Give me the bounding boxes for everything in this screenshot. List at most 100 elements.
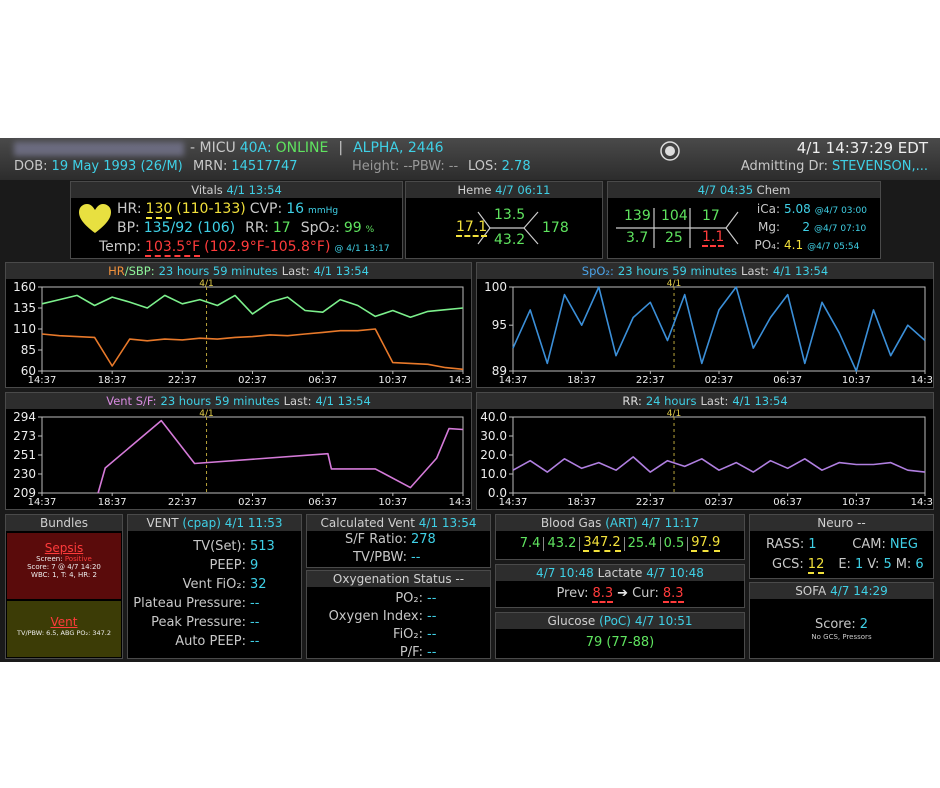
label: TV/PBW: bbox=[353, 550, 407, 565]
time: 4/1 11:53 bbox=[224, 516, 283, 530]
time: 4/1 13:54 bbox=[418, 516, 477, 530]
x-tick-label: 14:37 bbox=[911, 375, 933, 386]
pbw-row: PBW: -- bbox=[412, 159, 458, 174]
y-tick-label: 40.0 bbox=[480, 410, 507, 424]
spo2: 99 bbox=[343, 220, 362, 236]
x-tick-label: 22:37 bbox=[168, 497, 197, 508]
label: TV(Set): bbox=[193, 539, 246, 554]
x-tick-label: 14:37 bbox=[28, 497, 57, 508]
label: FiO₂: bbox=[393, 627, 423, 642]
blood-gas-value: 7.4 bbox=[519, 536, 541, 552]
bp: 135/92 (106) bbox=[143, 220, 236, 236]
series-line bbox=[97, 419, 464, 494]
sepsis-box[interactable]: Sepsis Screen: Positive Score: 7 @ 4/7 1… bbox=[7, 533, 121, 599]
datetime-row: 4/1 14:37:29 EDT bbox=[797, 139, 928, 157]
x-tick-label: 18:37 bbox=[567, 497, 596, 508]
blood-gas-value: 0.5 bbox=[663, 536, 685, 552]
wbc: 17.1 bbox=[456, 219, 488, 237]
dob-label: DOB: bbox=[14, 159, 48, 174]
x-tick-label: 10:37 bbox=[842, 497, 871, 508]
kv-row: TV(Set): 513 bbox=[128, 539, 275, 554]
mrn: 14517747 bbox=[231, 159, 298, 174]
dob: 19 May 1993 (26/M) bbox=[51, 159, 183, 174]
y-tick-label: 294 bbox=[13, 410, 36, 424]
y-tick-label: 10.0 bbox=[480, 467, 507, 481]
sepsis-title: Sepsis bbox=[44, 541, 84, 555]
time: -- bbox=[455, 572, 465, 586]
title: Glucose bbox=[547, 614, 596, 628]
y-tick-label: 60 bbox=[21, 364, 36, 378]
x-tick-label: 02:37 bbox=[705, 375, 734, 386]
chem-panel: 4/7 04:35 Chem 139 104 17 3.7 25 1.1 iCa… bbox=[607, 181, 881, 259]
title-part: HR bbox=[108, 264, 125, 278]
vitals-row1: HR: 130 (110-133) CVP: 16 mmHg bbox=[117, 201, 338, 219]
temp-label: Temp: bbox=[99, 239, 142, 255]
e-label: E: bbox=[838, 557, 851, 572]
blood-gas-value: 43.2 bbox=[547, 536, 577, 552]
label: S/F Ratio: bbox=[345, 532, 407, 547]
bundles-title: Bundles bbox=[6, 515, 122, 531]
x-tick-label: 22:37 bbox=[636, 375, 665, 386]
patient: ALPHA, 2446 bbox=[353, 140, 444, 156]
y-tick-label: 160 bbox=[13, 280, 36, 294]
neuro-row2: GCS: 12 E: 1 V: 5 M: 6 bbox=[772, 557, 924, 574]
m-label: M: bbox=[895, 557, 912, 572]
ica: 5.08 bbox=[784, 202, 811, 216]
cur: 8.3 bbox=[662, 586, 684, 603]
heme-title: Heme 4/7 06:11 bbox=[406, 182, 602, 198]
chart-panel: RR: 24 hours Last: 4/1 13:54 0.0 10.0 20.0 30.0… bbox=[476, 392, 934, 510]
hr-range: (110-133) bbox=[176, 201, 246, 217]
mg-time: @4/7 07:10 bbox=[814, 224, 867, 234]
value: 32 bbox=[250, 577, 267, 592]
cam: NEG bbox=[889, 537, 918, 552]
unit: - MICU bbox=[190, 140, 236, 156]
hct: 43.2 bbox=[494, 232, 526, 248]
x-tick-label: 06:37 bbox=[773, 375, 802, 386]
time: 4/1 13:54 bbox=[226, 183, 282, 197]
separator bbox=[543, 536, 545, 551]
mg-row: Mg: 2 @4/7 07:10 bbox=[746, 220, 866, 234]
y-tick-label: 0.0 bbox=[488, 486, 507, 500]
cvp-unit: mmHg bbox=[308, 206, 339, 216]
dashboard: - MICU 40A: ONLINE | ALPHA, 2446 4/1 14:… bbox=[0, 138, 940, 662]
x-tick-label: 02:37 bbox=[705, 497, 734, 508]
blood-gas-panel: Blood Gas (ART) 4/7 11:17 7.4 43.2 347.2 25… bbox=[495, 514, 745, 560]
x-tick-label: 22:37 bbox=[168, 375, 197, 386]
dob-row: DOB: 19 May 1993 (26/M) bbox=[14, 159, 183, 174]
cr: 1.1 bbox=[702, 229, 725, 247]
kv-row: FiO₂: -- bbox=[307, 627, 436, 642]
label: Peak Pressure: bbox=[151, 615, 246, 630]
los-label: LOS: bbox=[468, 159, 498, 174]
dr: STEVENSON,... bbox=[832, 159, 928, 174]
separator bbox=[579, 536, 581, 551]
kv-row: TV/PBW: -- bbox=[307, 550, 420, 565]
los: 2.78 bbox=[501, 159, 531, 174]
last-time: 4/1 13:54 bbox=[732, 394, 788, 408]
label: PO₂: bbox=[395, 591, 423, 606]
range: (77-88) bbox=[606, 635, 655, 650]
date-marker-label: 4/1 bbox=[667, 409, 681, 419]
vent-box[interactable]: Vent TV/PBW: 6.5, ABG PO₂: 347.2 bbox=[7, 601, 121, 657]
kv-row: Peak Pressure: -- bbox=[128, 615, 259, 630]
chart: 0.0 10.0 20.0 30.0 40.0 14:37 18:37 22:37 02:37 0… bbox=[480, 409, 933, 508]
chart-title: RR: 24 hours Last: 4/1 13:54 bbox=[477, 393, 933, 409]
vitals-title: Vitals 4/1 13:54 bbox=[71, 182, 402, 198]
sofa-title: SOFA 4/7 14:29 bbox=[750, 583, 933, 599]
detail: WBC: 1, T: 4, HR: 2 bbox=[31, 571, 97, 579]
oxygenation-title: Oxygenation Status -- bbox=[307, 571, 490, 587]
duration: 23 hours 59 minutes bbox=[158, 264, 278, 278]
prev: 8.3 bbox=[592, 586, 614, 603]
neuro-panel: Neuro -- RASS: 1 CAM: NEG GCS: 12 E: 1 V: 5 M: 6 bbox=[749, 514, 934, 579]
last-label: Last: bbox=[281, 264, 310, 278]
chem-title: 4/7 04:35 Chem bbox=[608, 182, 880, 198]
time: 4/7 14:29 bbox=[830, 584, 888, 598]
neuro-title: Neuro -- bbox=[750, 515, 933, 531]
time: 4/7 11:17 bbox=[641, 516, 700, 530]
value: -- bbox=[250, 615, 260, 630]
height: -- bbox=[403, 159, 413, 174]
plt: 178 bbox=[542, 220, 569, 236]
time: 4/7 04:35 bbox=[697, 183, 754, 197]
patient-line: - MICU 40A: ONLINE | ALPHA, 2446 bbox=[190, 140, 444, 156]
last-time: 4/1 13:54 bbox=[315, 394, 371, 408]
y-tick-label: 135 bbox=[13, 301, 36, 315]
